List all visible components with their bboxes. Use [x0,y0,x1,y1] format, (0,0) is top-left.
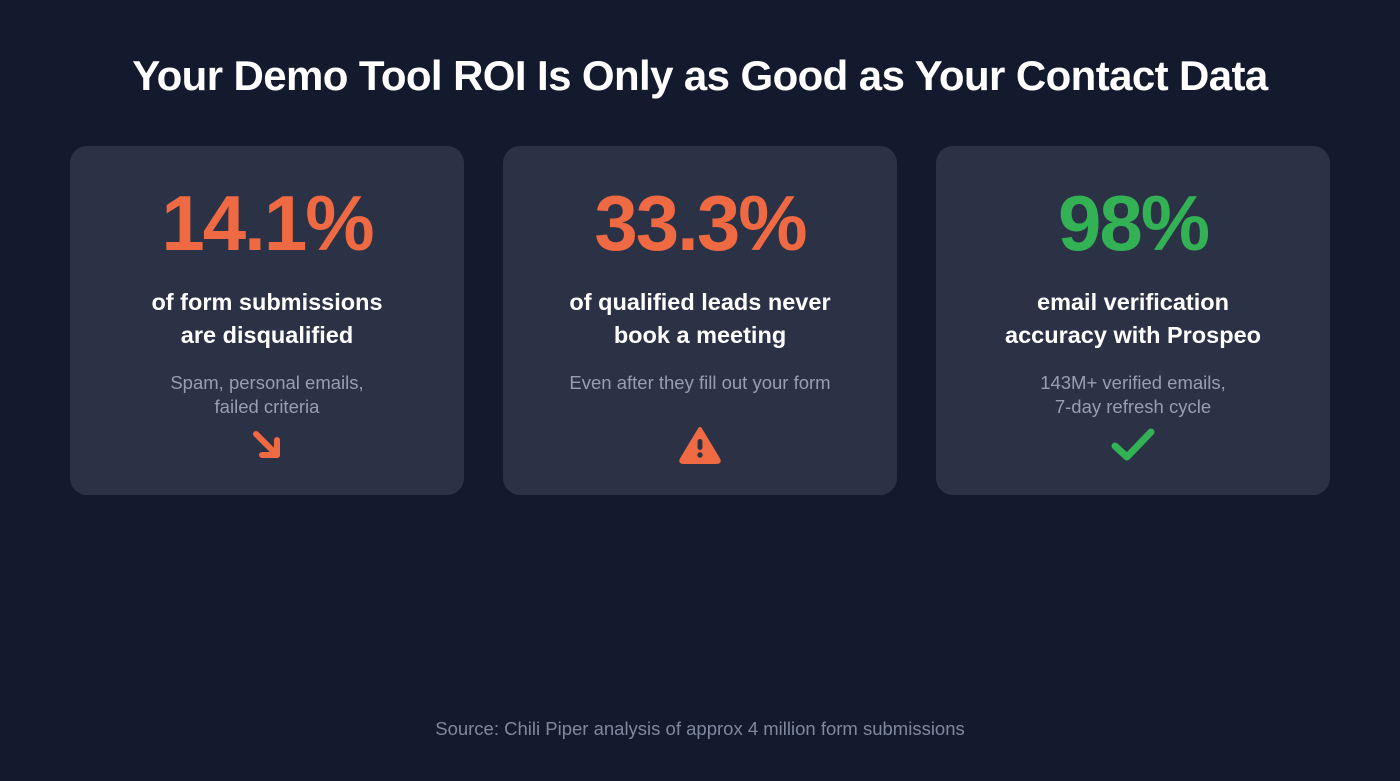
stat-sublabel: Even after they fill out your form [569,371,831,393]
stat-value: 14.1% [161,179,374,267]
checkmark-icon [1109,423,1157,467]
funnel-section: 1,000 demo links sent 859 reach real inb… [0,525,1400,695]
stat-value: 33.3% [594,179,807,267]
source-note: Source: Chili Piper analysis of approx 4… [435,718,965,739]
stat-label: of form submissions are disqualified [151,289,383,349]
warning-triangle-icon [678,423,722,467]
stat-card-group: 14.1% of form submissions are disqualifie… [70,146,1330,495]
stat-label: of qualified leads never book a meeting [569,289,831,349]
page-title: Your Demo Tool ROI Is Only as Good as Yo… [132,52,1268,99]
stat-label: email verification accuracy with Prospeo [1005,289,1261,349]
stat-card-form-submissions: 14.1% of form submissions are disqualifie… [70,146,464,495]
stat-card-qualified-leads: 33.3% of qualified leads never book a mee… [503,146,897,495]
stat-value: 98% [1057,179,1210,267]
arrow-down-right-icon [245,423,289,467]
stat-sublabel: Spam, personal emails, failed criteria [170,371,364,418]
stat-sublabel: 143M+ verified emails, 7-day refresh cycl… [1040,371,1226,418]
stat-card-email-verification: 98% email verification accuracy with Pros… [936,146,1330,495]
